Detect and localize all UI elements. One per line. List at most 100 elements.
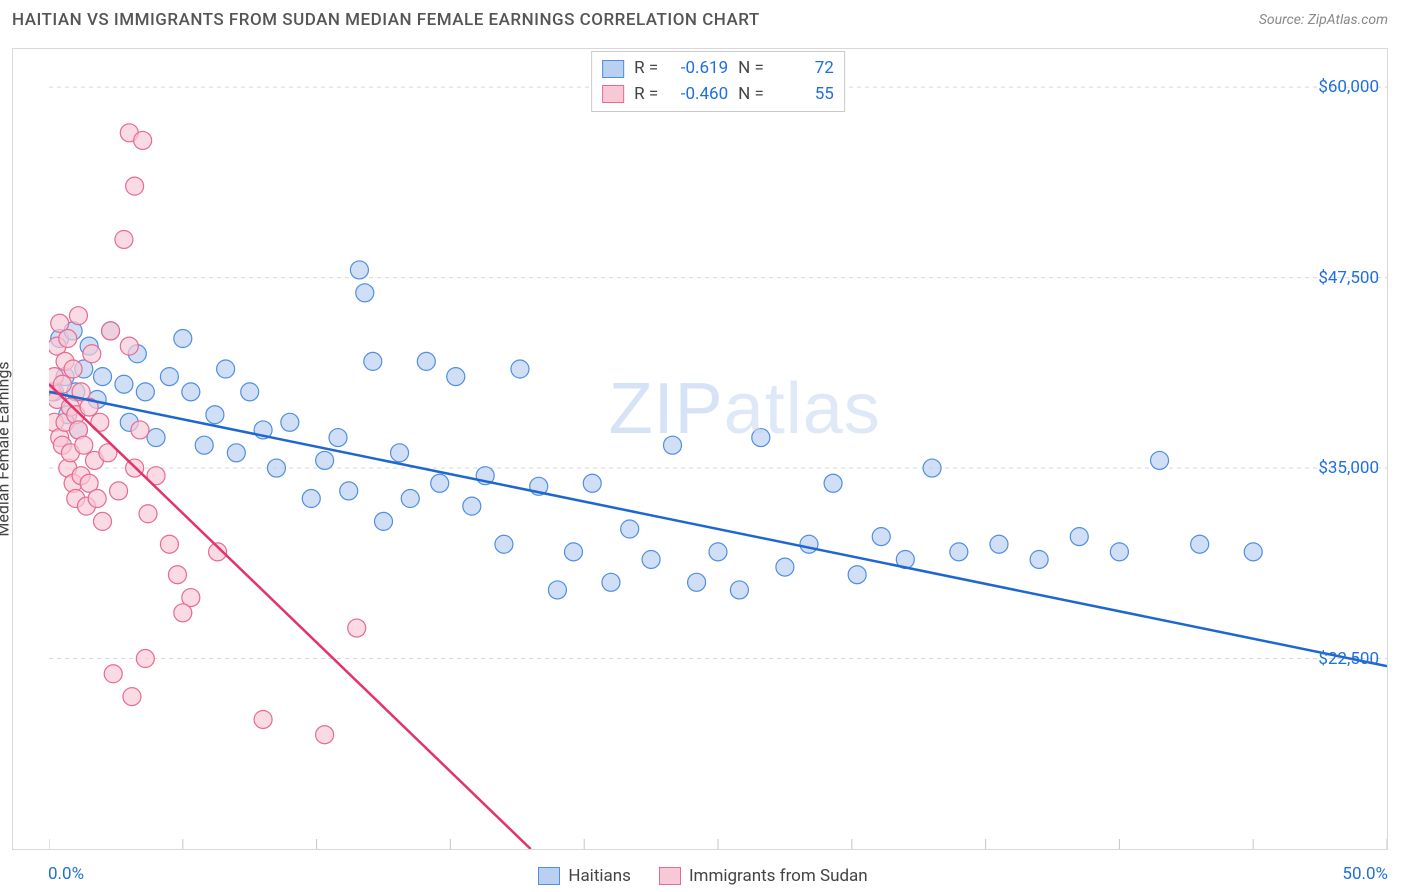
scatter-point xyxy=(131,421,149,439)
scatter-point xyxy=(1110,543,1128,561)
scatter-point xyxy=(134,131,152,149)
scatter-point xyxy=(110,482,128,500)
scatter-point xyxy=(227,444,245,462)
scatter-chart-svg xyxy=(49,49,1387,849)
correlation-row: R = -0.460 N = 55 xyxy=(602,82,834,108)
scatter-point xyxy=(1070,528,1088,546)
scatter-point xyxy=(126,177,144,195)
scatter-point xyxy=(923,459,941,477)
scatter-point xyxy=(195,436,213,454)
scatter-point xyxy=(120,337,138,355)
scatter-point xyxy=(800,535,818,553)
scatter-point xyxy=(316,726,334,744)
source-attribution: Source: ZipAtlas.com xyxy=(1259,12,1388,28)
scatter-point xyxy=(115,375,133,393)
scatter-point xyxy=(1030,550,1048,568)
scatter-point xyxy=(364,352,382,370)
scatter-point xyxy=(83,345,101,363)
y-tick-label: $35,000 xyxy=(1318,458,1379,478)
scatter-point xyxy=(64,360,82,378)
scatter-point xyxy=(136,650,154,668)
y-tick-label: $60,000 xyxy=(1318,77,1379,97)
scatter-point xyxy=(136,383,154,401)
scatter-point xyxy=(329,429,347,447)
legend-swatch xyxy=(602,85,624,103)
scatter-point xyxy=(642,550,660,568)
scatter-point xyxy=(602,573,620,591)
scatter-point xyxy=(350,261,368,279)
scatter-point xyxy=(267,459,285,477)
n-label: N = xyxy=(738,56,764,82)
scatter-point xyxy=(401,490,419,508)
legend-swatch xyxy=(659,867,681,885)
scatter-point xyxy=(824,474,842,492)
scatter-point xyxy=(241,383,259,401)
scatter-point xyxy=(94,368,112,386)
n-value: 72 xyxy=(774,56,834,82)
scatter-point xyxy=(123,688,141,706)
scatter-point xyxy=(511,360,529,378)
scatter-point xyxy=(621,520,639,538)
trend-line xyxy=(49,392,1387,666)
plot-region: ZIPatlas R =-0.619 N =72R =-0.460 N =55 … xyxy=(49,49,1387,849)
scatter-point xyxy=(356,284,374,302)
legend-swatch xyxy=(602,60,624,78)
legend-item: Haitians xyxy=(538,866,631,886)
scatter-point xyxy=(75,436,93,454)
scatter-point xyxy=(160,535,178,553)
scatter-point xyxy=(147,429,165,447)
scatter-point xyxy=(848,566,866,584)
y-tick-label: $47,500 xyxy=(1318,268,1379,288)
scatter-point xyxy=(463,497,481,515)
chart-area: Median Female Earnings ZIPatlas R =-0.61… xyxy=(12,48,1388,850)
scatter-point xyxy=(730,581,748,599)
scatter-point xyxy=(1151,451,1169,469)
scatter-point xyxy=(340,482,358,500)
r-value: -0.619 xyxy=(668,56,728,82)
scatter-point xyxy=(316,451,334,469)
scatter-point xyxy=(348,619,366,637)
legend-label: Immigrants from Sudan xyxy=(689,866,868,886)
scatter-point xyxy=(174,330,192,348)
bottom-legend: Haitians Immigrants from Sudan xyxy=(0,866,1406,886)
scatter-point xyxy=(431,474,449,492)
scatter-point xyxy=(583,474,601,492)
scatter-point xyxy=(664,436,682,454)
n-label: N = xyxy=(738,82,764,108)
scatter-point xyxy=(168,566,186,584)
scatter-point xyxy=(59,330,77,348)
scatter-point xyxy=(1244,543,1262,561)
scatter-point xyxy=(752,429,770,447)
scatter-point xyxy=(548,581,566,599)
y-axis-label: Median Female Earnings xyxy=(0,361,13,536)
correlation-row: R = -0.619 N = 72 xyxy=(602,56,834,82)
scatter-point xyxy=(206,406,224,424)
legend-swatch xyxy=(538,867,560,885)
r-value: -0.460 xyxy=(668,82,728,108)
legend-label: Haitians xyxy=(568,866,631,886)
scatter-point xyxy=(94,512,112,530)
scatter-point xyxy=(564,543,582,561)
r-label: R = xyxy=(634,56,658,82)
scatter-point xyxy=(950,543,968,561)
scatter-point xyxy=(417,352,435,370)
scatter-point xyxy=(160,368,178,386)
scatter-point xyxy=(254,710,272,728)
correlation-legend: R = -0.619 N = 72 R = -0.460 N = 55 xyxy=(591,51,845,112)
scatter-point xyxy=(69,307,87,325)
y-tick-label: $22,500 xyxy=(1318,649,1379,669)
scatter-point xyxy=(281,413,299,431)
chart-title: HAITIAN VS IMMIGRANTS FROM SUDAN MEDIAN … xyxy=(12,10,760,30)
scatter-point xyxy=(776,558,794,576)
scatter-point xyxy=(1191,535,1209,553)
scatter-point xyxy=(688,573,706,591)
n-value: 55 xyxy=(774,82,834,108)
r-label: R = xyxy=(634,82,658,108)
legend-item: Immigrants from Sudan xyxy=(659,866,868,886)
scatter-point xyxy=(391,444,409,462)
scatter-point xyxy=(102,322,120,340)
scatter-point xyxy=(88,490,106,508)
scatter-point xyxy=(139,505,157,523)
scatter-point xyxy=(709,543,727,561)
scatter-point xyxy=(217,360,235,378)
